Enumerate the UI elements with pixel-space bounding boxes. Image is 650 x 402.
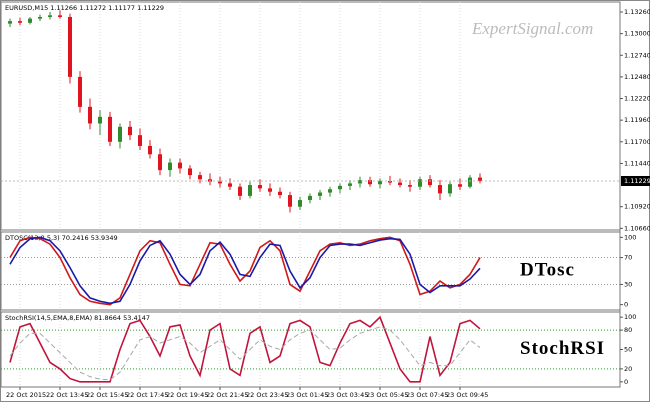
- x-tick-label: 23 Oct 01:45: [286, 391, 328, 399]
- candle-body: [218, 181, 222, 184]
- candle-body: [98, 116, 102, 124]
- candle-body: [318, 192, 322, 196]
- panel-title: DTOSC(13,8,5,3) 70.2416 53.9349: [5, 234, 118, 242]
- panel-title: StochRSI(14,5,EMA,8,EMA) 81.8664 53.4147: [5, 314, 150, 322]
- candle-body: [28, 18, 32, 23]
- candle-body: [448, 184, 452, 194]
- candle-body: [378, 180, 382, 185]
- candle-body: [158, 154, 162, 171]
- candle-body: [388, 180, 392, 183]
- panel-label: StochRSI: [520, 338, 605, 359]
- last-price-label: 1.11229: [624, 177, 650, 185]
- candle-body: [68, 16, 72, 77]
- candle-body: [288, 195, 292, 207]
- y-tick-label: 1.11960: [624, 116, 650, 124]
- candle-body: [478, 177, 482, 181]
- candle-body: [358, 180, 362, 184]
- watermark: ExpertSignal.com: [471, 19, 593, 38]
- y-tick-label: 100: [624, 313, 636, 321]
- candle-body: [268, 188, 272, 192]
- y-tick-label: 1.10660: [624, 224, 650, 232]
- x-tick-label: 23 Oct 03:45: [326, 391, 368, 399]
- candle-body: [78, 76, 82, 107]
- candle-body: [178, 162, 182, 169]
- candle-body: [348, 183, 352, 186]
- candle-body: [408, 185, 412, 187]
- series-line: [9, 236, 481, 305]
- y-tick-label: 1.12480: [624, 73, 650, 81]
- x-tick-label: 23 Oct 07:45: [406, 391, 448, 399]
- series-line: [9, 326, 481, 381]
- x-tick-label: 22 Oct 23:45: [246, 391, 288, 399]
- candle-body: [188, 168, 192, 176]
- candle-body: [438, 185, 442, 194]
- candle-body: [128, 126, 132, 136]
- candle-body: [18, 21, 22, 23]
- y-tick-label: 1.11440: [624, 159, 650, 167]
- candle-body: [338, 185, 342, 190]
- candle-body: [328, 189, 332, 193]
- y-tick-label: 1.13000: [624, 30, 650, 38]
- panel-title: EURUSD,M15 1.11266 1.11272 1.11177 1.112…: [5, 4, 164, 12]
- candle-body: [198, 175, 202, 180]
- candle-body: [168, 162, 172, 171]
- candle-body: [148, 145, 152, 155]
- panel-label: DTosc: [520, 259, 575, 280]
- candle-body: [368, 180, 372, 185]
- candle-body: [58, 15, 62, 17]
- y-tick-label: 1.12220: [624, 95, 650, 103]
- y-tick-label: 1.10920: [624, 203, 650, 211]
- y-tick-label: 20: [624, 365, 632, 373]
- candle-body: [468, 177, 472, 187]
- candle-body: [48, 15, 52, 17]
- y-tick-label: 1.13260: [624, 8, 650, 16]
- candle-body: [248, 185, 252, 196]
- candle-body: [238, 186, 242, 196]
- candle-body: [88, 106, 92, 124]
- candle-body: [418, 179, 422, 187]
- y-tick-label: 30: [624, 280, 632, 288]
- x-tick-label: 22 Oct 2015: [6, 391, 46, 399]
- y-tick-label: 100: [624, 233, 636, 241]
- candle-body: [138, 135, 142, 146]
- x-tick-label: 22 Oct 17:45: [126, 391, 168, 399]
- candle-body: [298, 200, 302, 207]
- candle-body: [108, 116, 112, 142]
- candle-body: [8, 21, 12, 24]
- last-price-box: [621, 175, 650, 186]
- candle-body: [308, 195, 312, 201]
- x-tick-label: 22 Oct 21:45: [206, 391, 248, 399]
- x-tick-label: 23 Oct 05:45: [366, 391, 408, 399]
- candle-body: [458, 184, 462, 187]
- candle-body: [228, 183, 232, 187]
- candle-body: [398, 182, 402, 186]
- candle-body: [38, 16, 42, 19]
- x-tick-label: 22 Oct 15:45: [86, 391, 128, 399]
- candle-body: [278, 191, 282, 196]
- candle-body: [428, 179, 432, 186]
- x-tick-label: 22 Oct 13:45: [46, 391, 88, 399]
- candle-body: [118, 126, 122, 142]
- y-tick-label: 50: [624, 346, 632, 354]
- y-tick-label: 80: [624, 326, 632, 334]
- y-tick-label: 0: [624, 378, 628, 386]
- candle-body: [258, 185, 262, 189]
- y-tick-label: 1.11700: [624, 138, 650, 146]
- x-tick-label: 22 Oct 19:45: [166, 391, 208, 399]
- y-tick-label: 0: [624, 301, 628, 309]
- y-tick-label: 70: [624, 254, 632, 262]
- x-tick-label: 23 Oct 09:45: [446, 391, 488, 399]
- y-tick-label: 1.12740: [624, 51, 650, 59]
